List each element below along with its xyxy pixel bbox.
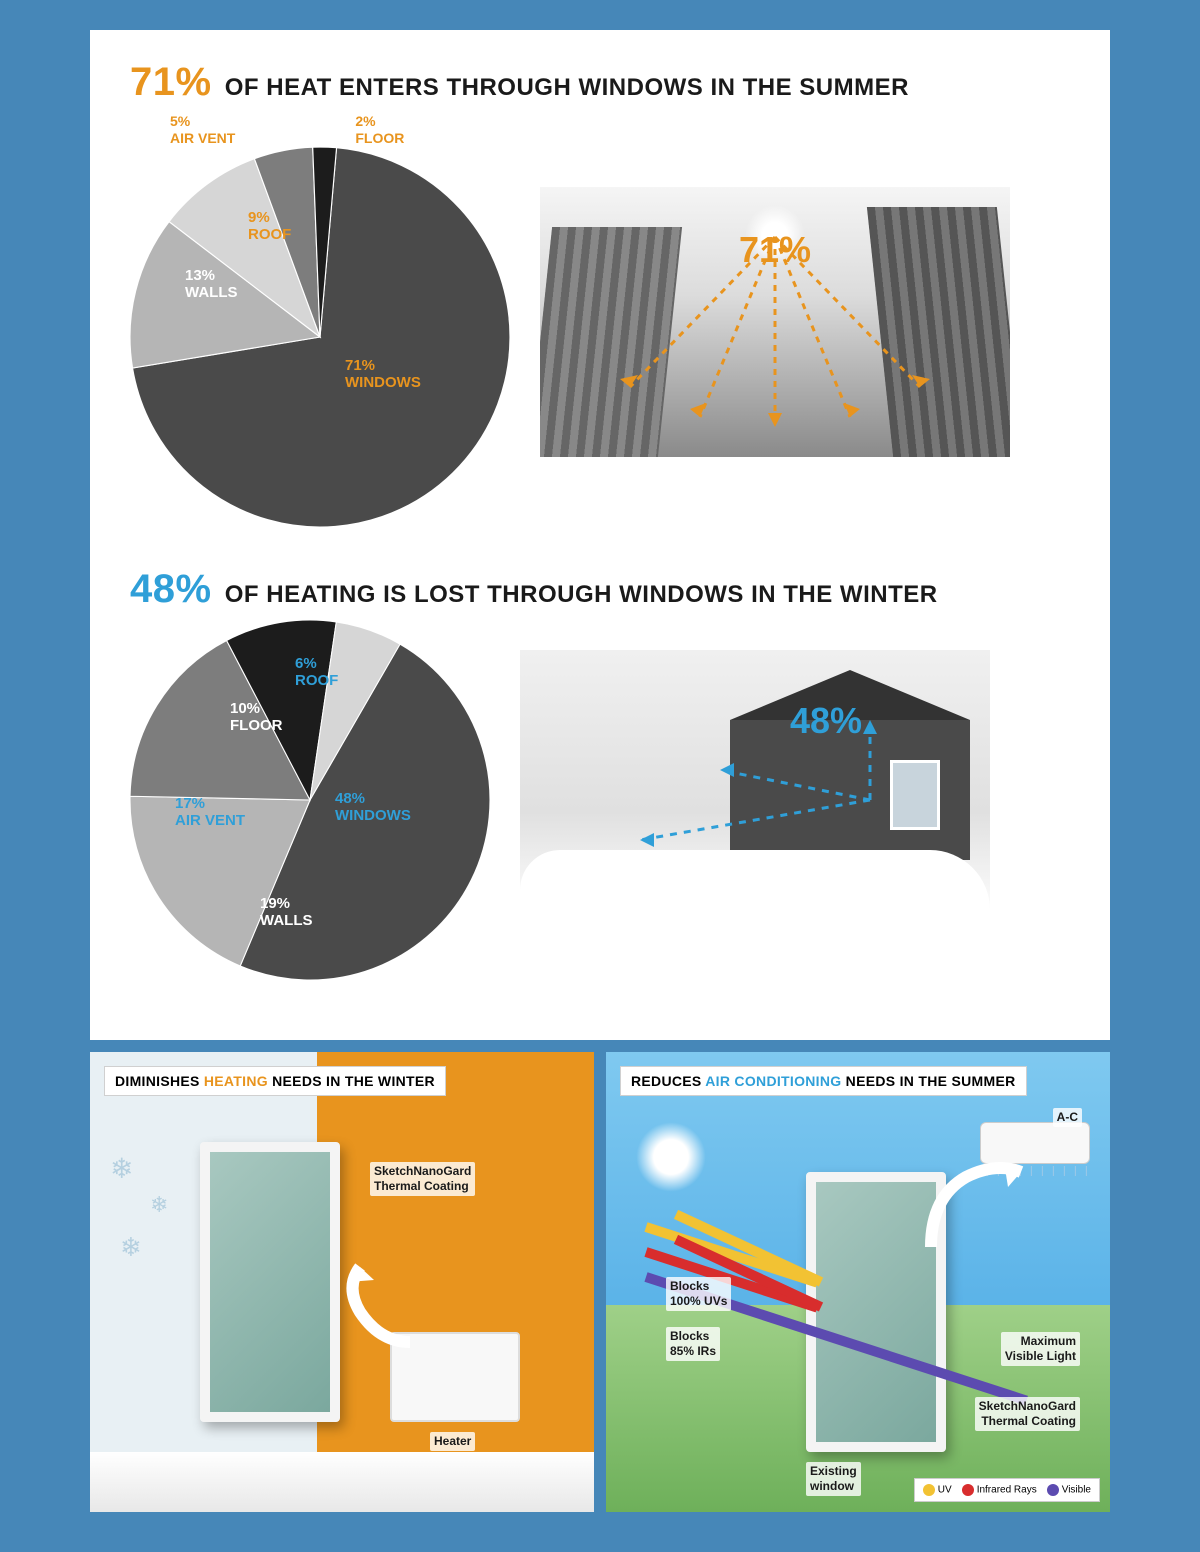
heater-label: Heater <box>430 1432 475 1451</box>
blocks-ir-label: Blocks 85% IRs <box>666 1327 720 1361</box>
blocks-uv-label: Blocks 100% UVs <box>666 1277 731 1311</box>
main-card: 71% OF HEAT ENTERS THROUGH WINDOWS IN TH… <box>90 30 1110 1040</box>
bottom-strip: DIMINISHES HEATING NEEDS IN THE WINTER ❄… <box>90 1052 1110 1512</box>
winter-photo: 48% <box>520 650 990 920</box>
summer-photo: 71% <box>540 187 1010 457</box>
legend-item: UV <box>923 1484 952 1496</box>
callout-label: FLOOR <box>355 130 404 147</box>
title-post: NEEDS IN THE WINTER <box>268 1073 435 1089</box>
winter-headline: 48% OF HEATING IS LOST THROUGH WINDOWS I… <box>130 567 1070 612</box>
callout-pct: 5% <box>170 113 235 130</box>
summer-callouts: 5% AIR VENT 2% FLOOR <box>170 113 1070 147</box>
winter-row: 48%WINDOWS19%WALLS17%AIR VENT10%FLOOR6%R… <box>130 620 1070 980</box>
callout-label: AIR VENT <box>170 130 235 147</box>
existing-window-label: Existing window <box>806 1462 861 1496</box>
callout-pct: 2% <box>355 113 404 130</box>
winter-panel-title: DIMINISHES HEATING NEEDS IN THE WINTER <box>104 1066 446 1096</box>
sun-icon <box>636 1122 706 1192</box>
callout-floor: 2% FLOOR <box>355 113 404 147</box>
snowflake-icon: ❄ <box>110 1152 133 1185</box>
title-pre: REDUCES <box>631 1073 705 1089</box>
ac-label: A-C <box>1053 1108 1082 1127</box>
snowflake-icon: ❄ <box>150 1192 168 1218</box>
winter-pie <box>130 620 490 980</box>
window-illustration <box>200 1142 340 1422</box>
title-post: NEEDS IN THE SUMMER <box>841 1073 1015 1089</box>
snowflake-icon: ❄ <box>120 1232 142 1263</box>
title-accent: AIR CONDITIONING <box>705 1073 841 1089</box>
winter-headline-text: OF HEATING IS LOST THROUGH WINDOWS IN TH… <box>225 581 938 608</box>
max-vis-label: Maximum Visible Light <box>1001 1332 1080 1366</box>
summer-headline: 71% OF HEAT ENTERS THROUGH WINDOWS IN TH… <box>130 60 1070 105</box>
summer-panel: REDUCES AIR CONDITIONING NEEDS IN THE SU… <box>606 1052 1110 1512</box>
winter-section: 48% OF HEATING IS LOST THROUGH WINDOWS I… <box>130 567 1070 980</box>
summer-headline-text: OF HEAT ENTERS THROUGH WINDOWS IN THE SU… <box>225 74 909 101</box>
legend-label: Visible <box>1062 1484 1091 1495</box>
title-accent: HEATING <box>204 1073 268 1089</box>
summer-pie-wrap: 71%WINDOWS13%WALLS9%ROOF <box>130 147 510 527</box>
summer-overlay-pct: 71% <box>739 229 811 271</box>
coating-label: SketchNanoGard Thermal Coating <box>370 1162 475 1196</box>
title-pre: DIMINISHES <box>115 1073 204 1089</box>
summer-panel-title: REDUCES AIR CONDITIONING NEEDS IN THE SU… <box>620 1066 1027 1096</box>
callout-airvent: 5% AIR VENT <box>170 113 235 147</box>
winter-overlay-pct: 48% <box>790 700 862 742</box>
summer-section: 71% OF HEAT ENTERS THROUGH WINDOWS IN TH… <box>130 60 1070 527</box>
winter-pct: 48% <box>130 567 212 611</box>
legend-item: Visible <box>1047 1484 1091 1496</box>
coating-label: SketchNanoGard Thermal Coating <box>975 1397 1080 1431</box>
summer-pct: 71% <box>130 60 212 104</box>
summer-row: 71%WINDOWS13%WALLS9%ROOF 71% <box>130 147 1070 527</box>
legend-label: UV <box>938 1484 952 1495</box>
ray-legend: UV Infrared Rays Visible <box>914 1478 1100 1502</box>
winter-panel: DIMINISHES HEATING NEEDS IN THE WINTER ❄… <box>90 1052 594 1512</box>
legend-item: Infrared Rays <box>962 1484 1037 1496</box>
legend-label: Infrared Rays <box>977 1484 1037 1495</box>
summer-pie <box>130 147 510 527</box>
winter-pie-wrap: 48%WINDOWS19%WALLS17%AIR VENT10%FLOOR6%R… <box>130 620 490 980</box>
